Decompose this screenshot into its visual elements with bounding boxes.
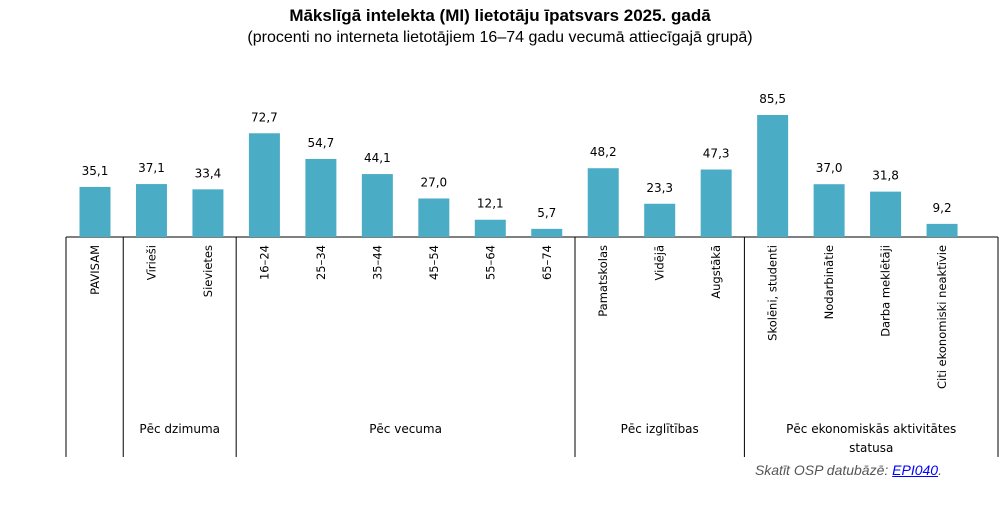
data-label: 54,7 — [308, 136, 335, 150]
source-end: . — [938, 462, 942, 478]
category-label: 55–64 — [483, 245, 497, 280]
category-label: Darba meklētāji — [879, 245, 893, 337]
bar — [644, 203, 676, 237]
data-label: 33,4 — [195, 166, 222, 180]
category-label: Pamatskolas — [596, 245, 610, 317]
source-link[interactable]: EPI040 — [892, 462, 939, 478]
data-label: 12,1 — [477, 197, 504, 211]
group-label: Pēc vecuma — [369, 422, 442, 436]
data-label: 72,7 — [251, 110, 278, 124]
category-label: Nodarbinātie — [822, 245, 836, 319]
bar — [79, 186, 111, 237]
bar — [700, 169, 732, 237]
category-label: 45–54 — [427, 245, 441, 280]
source-note: Skatīt OSP datubāzē: EPI040. — [755, 462, 942, 478]
category-label: 16–24 — [257, 245, 271, 280]
category-label: 65–74 — [540, 245, 554, 280]
category-label: Skolēni, studenti — [766, 245, 780, 341]
bar — [361, 174, 393, 237]
category-label: Augstākā — [709, 245, 723, 299]
chart-subtitle: (procenti no interneta lietotājiem 16–74… — [247, 29, 753, 46]
group-label: Pēc izglītības — [621, 422, 699, 436]
source-text: Skatīt OSP datubāzē: — [754, 462, 893, 478]
category-label: Vīrieši — [144, 245, 158, 280]
category-label: Vidējā — [653, 245, 667, 280]
bar — [305, 158, 337, 237]
data-label: 31,8 — [872, 169, 899, 183]
data-label: 37,0 — [816, 161, 843, 175]
category-label: PAVISAM — [88, 245, 102, 295]
data-label: 48,2 — [590, 145, 617, 159]
data-label: 27,0 — [420, 175, 447, 189]
category-label: Sievietes — [201, 245, 215, 297]
group-label: Pēc dzimuma — [139, 422, 220, 436]
category-label: 35–44 — [370, 245, 384, 280]
data-label: 9,2 — [933, 201, 952, 215]
bar — [926, 223, 958, 237]
bar — [248, 133, 280, 237]
data-label: 23,3 — [646, 181, 673, 195]
bar — [587, 168, 619, 237]
category-label: Citi ekonomiski neaktīvie — [935, 245, 949, 389]
bar — [135, 184, 167, 237]
data-label: 47,3 — [703, 147, 730, 161]
category-label: 25–34 — [314, 245, 328, 280]
chart-title: Mākslīgā intelekta (MI) lietotāju īpatsv… — [289, 6, 711, 25]
data-label: 85,5 — [759, 92, 786, 106]
bar — [474, 219, 506, 237]
group-label: Pēc ekonomiskās aktivitātes — [786, 422, 956, 436]
data-label: 35,1 — [82, 164, 109, 178]
bar — [757, 115, 789, 237]
data-label: 44,1 — [364, 151, 391, 165]
bar — [418, 198, 450, 237]
bar — [813, 184, 845, 237]
bar — [870, 191, 902, 237]
group-label: statusa — [849, 441, 893, 455]
data-label: 37,1 — [138, 161, 165, 175]
data-label: 5,7 — [537, 206, 556, 220]
bar — [192, 189, 224, 237]
bar — [531, 228, 563, 237]
